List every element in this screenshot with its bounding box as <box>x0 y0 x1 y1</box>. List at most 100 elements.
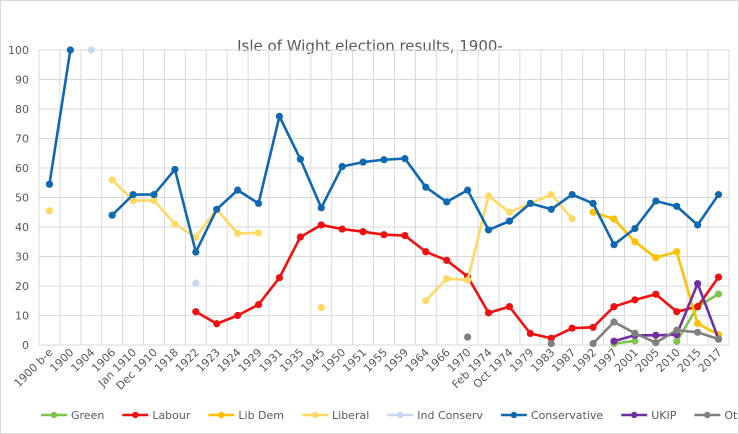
legend-label: Ind Conserv <box>417 409 483 422</box>
data-point <box>171 220 179 228</box>
data-point <box>192 233 200 241</box>
y-tick-label: 100 <box>8 44 29 57</box>
legend-label: Green <box>71 409 104 422</box>
legend-label: UKIP <box>651 409 677 422</box>
data-point <box>694 280 702 288</box>
data-point <box>610 318 618 326</box>
data-point <box>192 308 200 316</box>
data-point <box>234 311 242 320</box>
data-point <box>694 328 702 336</box>
data-point <box>673 337 681 346</box>
series-group <box>45 46 723 348</box>
data-point <box>589 339 597 348</box>
data-point <box>673 248 681 256</box>
data-point <box>505 303 514 311</box>
data-point <box>443 256 451 264</box>
series-conservative <box>45 46 723 256</box>
data-point <box>254 229 263 237</box>
data-point <box>45 207 54 215</box>
data-point <box>673 202 681 210</box>
series-others <box>464 318 723 348</box>
legend-item: Lib Dem <box>208 409 284 422</box>
data-point <box>652 290 660 298</box>
legend-swatch-marker <box>132 411 139 419</box>
data-point <box>254 199 263 207</box>
data-point <box>484 226 493 234</box>
legend-item: Ind Conserv <box>387 409 483 422</box>
data-point <box>45 180 54 188</box>
y-axis-ticks: 0 10 20 30 40 50 60 70 80 90 100 <box>8 44 29 352</box>
legend-swatch-marker <box>397 411 404 419</box>
data-point <box>714 335 723 343</box>
data-point <box>443 198 451 206</box>
data-point <box>443 275 451 283</box>
data-point <box>568 190 576 199</box>
data-point <box>422 183 430 191</box>
data-point <box>652 254 660 262</box>
y-tick-label: 20 <box>15 280 29 293</box>
y-tick-label: 0 <box>22 339 29 352</box>
data-point <box>338 225 346 233</box>
data-point <box>631 238 639 246</box>
chart-title: Isle of Wight election results, 1900- <box>237 37 503 55</box>
series-line <box>111 115 720 254</box>
data-point <box>464 186 472 194</box>
data-point <box>568 324 576 332</box>
data-point <box>610 337 618 345</box>
data-point <box>694 221 702 229</box>
data-point <box>108 211 116 219</box>
x-tick-label: 2017 <box>696 346 725 375</box>
y-tick-label: 50 <box>15 192 29 205</box>
y-tick-label: 80 <box>15 103 29 116</box>
data-point <box>317 303 325 312</box>
data-point <box>547 339 555 348</box>
data-point <box>317 204 325 212</box>
data-point <box>505 217 514 225</box>
data-point <box>87 46 95 54</box>
data-point <box>192 279 200 287</box>
data-point <box>213 320 221 328</box>
legend-label: Conservative <box>531 409 604 422</box>
legend-item: Others <box>694 409 739 422</box>
data-point <box>129 196 137 205</box>
legend-label: Others <box>724 409 739 422</box>
data-point <box>505 208 514 216</box>
data-point <box>484 309 493 317</box>
data-point <box>610 215 618 223</box>
data-point <box>150 196 158 205</box>
data-point <box>589 208 597 216</box>
y-tick-label: 40 <box>15 221 29 234</box>
legend-swatch-marker <box>510 411 518 419</box>
data-point <box>380 231 388 239</box>
legend-item: Conservative <box>500 409 604 422</box>
series-labour <box>192 221 723 342</box>
data-point <box>547 190 555 199</box>
series-lib-dem <box>589 208 723 339</box>
data-point <box>317 221 325 229</box>
y-tick-label: 30 <box>15 251 29 264</box>
data-point <box>234 229 242 238</box>
data-point <box>526 329 534 338</box>
data-point <box>66 46 74 54</box>
series-line <box>592 211 720 336</box>
data-point <box>610 303 618 311</box>
legend-item: Liberal <box>302 409 369 422</box>
data-point <box>359 158 367 166</box>
data-point <box>631 296 639 304</box>
data-point <box>108 176 116 184</box>
legend-item: Green <box>41 409 104 422</box>
data-point <box>422 248 430 256</box>
series-line <box>48 49 72 185</box>
data-point <box>234 186 242 194</box>
legend-swatch-marker <box>311 411 319 419</box>
data-point <box>359 228 367 236</box>
data-point <box>652 197 660 205</box>
data-point <box>129 190 137 199</box>
data-point <box>484 192 493 200</box>
data-point <box>547 334 555 342</box>
y-tick-label: 70 <box>15 133 29 146</box>
data-point <box>171 165 179 174</box>
data-point <box>254 300 263 309</box>
